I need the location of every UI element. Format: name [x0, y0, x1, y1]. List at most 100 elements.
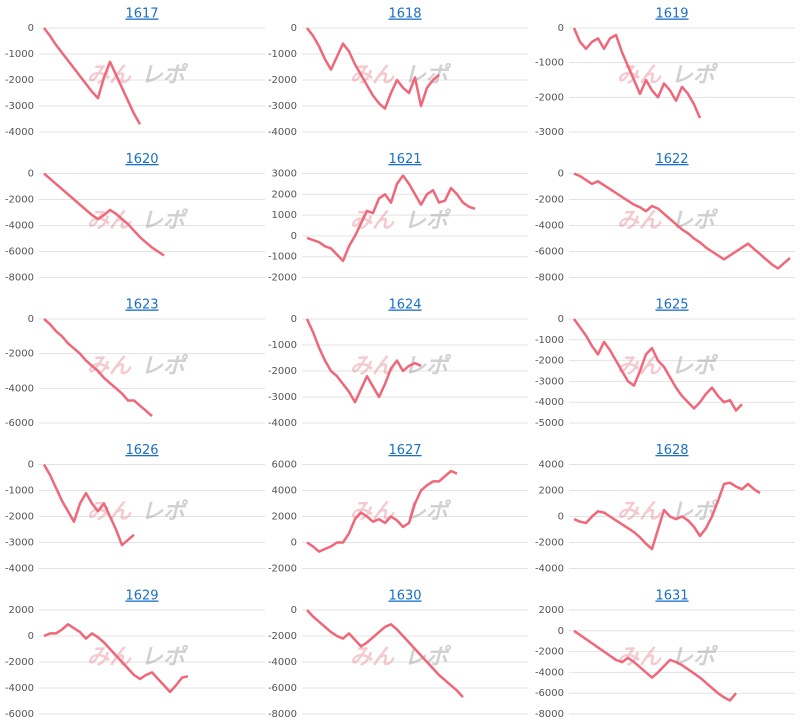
chart-title[interactable]: 1629	[125, 589, 158, 604]
y-tick-label: -4000	[268, 418, 297, 429]
y-tick-label: 0	[558, 626, 564, 637]
watermark: みん レポ	[350, 353, 452, 379]
watermark: みん レポ	[87, 499, 189, 525]
y-tick-label: -2000	[535, 647, 564, 658]
y-tick-label: -8000	[5, 273, 34, 284]
line	[306, 609, 464, 698]
y-tick-label: -3000	[5, 538, 34, 549]
y-tick-label: 0	[291, 605, 297, 616]
y-tick-label: 0	[558, 512, 564, 523]
y-tick-label: 0	[28, 23, 34, 34]
chart-title[interactable]: 1621	[388, 152, 421, 167]
y-tick-label: -4000	[5, 383, 34, 394]
chart-title[interactable]: 1628	[655, 443, 688, 458]
y-tick-label: -2000	[535, 195, 564, 206]
y-tick-label: -8000	[535, 273, 564, 284]
y-tick-label: -1000	[535, 58, 564, 69]
y-tick-label: -4000	[5, 221, 34, 232]
y-tick-label: -4000	[535, 564, 564, 575]
chart-title[interactable]: 1619	[655, 7, 688, 22]
y-tick-label: -4000	[5, 127, 34, 138]
line	[572, 318, 743, 412]
y-tick-label: 2000	[272, 189, 297, 200]
y-tick-label: 4000	[272, 486, 297, 497]
line	[306, 469, 458, 553]
y-tick-label: 2000	[539, 605, 564, 616]
chart-title[interactable]: 1630	[388, 589, 421, 604]
watermark-part: レポ	[671, 62, 719, 88]
y-tick-label: -6000	[535, 688, 564, 699]
y-tick-label: 0	[291, 23, 297, 34]
watermark-part: レポ	[141, 62, 189, 88]
watermark-part: レポ	[671, 208, 719, 234]
watermark: みん レポ	[617, 208, 719, 234]
watermark-part: レポ	[141, 353, 189, 379]
watermark: みん レポ	[617, 499, 719, 525]
y-tick-label: -6000	[268, 683, 297, 694]
watermark-part: みん	[617, 209, 662, 234]
line	[42, 463, 135, 547]
watermark-part: レポ	[671, 499, 719, 525]
y-tick-label: -6000	[5, 709, 34, 720]
y-tick-label: -1000	[268, 252, 297, 263]
watermark-part: レポ	[404, 644, 452, 670]
y-tick-label: 6000	[272, 460, 297, 471]
chart-title[interactable]: 1617	[125, 7, 158, 22]
y-tick-label: 2000	[9, 605, 34, 616]
y-tick-label: 0	[291, 231, 297, 242]
y-tick-label: 0	[558, 23, 564, 34]
y-tick-label: -2000	[5, 75, 34, 86]
chart-title[interactable]: 1631	[655, 589, 688, 604]
watermark-part: レポ	[141, 208, 189, 234]
line	[43, 27, 142, 125]
y-tick-label: -1000	[5, 49, 34, 60]
line	[572, 27, 702, 119]
watermark-part: レポ	[671, 644, 719, 670]
line	[573, 629, 737, 702]
watermark-part: レポ	[141, 499, 189, 525]
y-tick-label: 0	[291, 314, 297, 325]
watermark: みん レポ	[87, 208, 189, 234]
chart-title[interactable]: 1620	[125, 152, 158, 167]
chart-title[interactable]: 1627	[388, 443, 421, 458]
y-tick-label: -3000	[535, 376, 564, 387]
y-tick-label: -2000	[535, 538, 564, 549]
y-tick-label: -2000	[268, 631, 297, 642]
y-tick-label: -4000	[535, 667, 564, 678]
watermark-part: みん	[350, 645, 395, 670]
chart-title[interactable]: 1626	[125, 443, 158, 458]
y-tick-label: -1000	[535, 335, 564, 346]
y-tick-label: 0	[28, 631, 34, 642]
watermark: みん レポ	[617, 62, 719, 88]
y-tick-label: -4000	[5, 564, 34, 575]
watermark-part: みん	[617, 63, 662, 88]
chart-title[interactable]: 1624	[388, 298, 421, 313]
y-tick-label: 1000	[272, 210, 297, 221]
watermark: みん レポ	[87, 644, 189, 670]
watermark-part: みん	[617, 500, 662, 525]
watermark-part: みん	[87, 63, 132, 88]
line	[43, 623, 189, 694]
y-tick-label: -6000	[5, 247, 34, 258]
watermark-part: レポ	[404, 499, 452, 525]
y-tick-label: -2000	[268, 75, 297, 86]
y-tick-label: 0	[291, 538, 297, 549]
y-tick-label: -8000	[535, 709, 564, 720]
y-tick-label: 2000	[539, 486, 564, 497]
y-tick-label: -1000	[268, 49, 297, 60]
chart-title[interactable]: 1618	[388, 7, 421, 22]
y-tick-label: -6000	[5, 418, 34, 429]
y-tick-label: -5000	[535, 418, 564, 429]
y-tick-label: -3000	[268, 392, 297, 403]
y-tick-label: -2000	[535, 356, 564, 367]
watermark-part: レポ	[404, 208, 452, 234]
y-tick-label: -4000	[268, 657, 297, 668]
line	[573, 481, 761, 551]
chart-title[interactable]: 1622	[655, 152, 688, 167]
watermark: みん レポ	[350, 62, 452, 88]
line	[43, 172, 165, 257]
chart-title[interactable]: 1623	[125, 298, 158, 313]
y-tick-label: -4000	[535, 397, 564, 408]
watermark: みん レポ	[87, 62, 189, 88]
chart-title[interactable]: 1625	[655, 298, 688, 313]
